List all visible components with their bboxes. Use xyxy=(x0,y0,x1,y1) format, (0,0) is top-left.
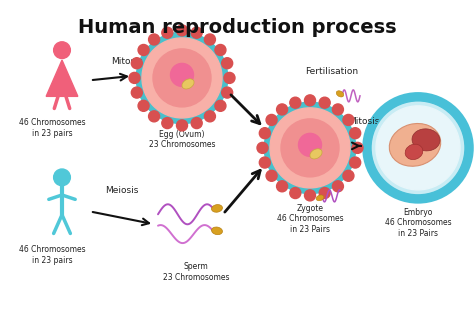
Circle shape xyxy=(304,95,316,106)
Circle shape xyxy=(376,106,460,190)
Circle shape xyxy=(259,128,270,139)
Text: Zygote
46 Chromosomes
in 23 Pairs: Zygote 46 Chromosomes in 23 Pairs xyxy=(277,204,343,234)
Circle shape xyxy=(137,33,227,123)
Ellipse shape xyxy=(316,195,324,201)
Circle shape xyxy=(222,87,233,98)
Ellipse shape xyxy=(412,129,440,151)
Circle shape xyxy=(365,95,471,201)
Circle shape xyxy=(257,142,268,153)
Circle shape xyxy=(222,58,233,69)
Circle shape xyxy=(191,27,202,38)
Circle shape xyxy=(138,100,149,111)
Polygon shape xyxy=(46,60,78,96)
Circle shape xyxy=(290,97,301,108)
Ellipse shape xyxy=(182,79,194,89)
Circle shape xyxy=(153,49,211,107)
Circle shape xyxy=(266,114,277,125)
Circle shape xyxy=(148,34,160,45)
Circle shape xyxy=(259,157,270,168)
Circle shape xyxy=(142,38,222,118)
Circle shape xyxy=(265,103,355,193)
Circle shape xyxy=(215,45,226,55)
Circle shape xyxy=(148,111,160,122)
Circle shape xyxy=(54,169,70,186)
Circle shape xyxy=(129,73,140,83)
Circle shape xyxy=(131,58,142,69)
Circle shape xyxy=(224,73,235,83)
Text: Fertilisation: Fertilisation xyxy=(305,67,358,76)
Circle shape xyxy=(343,170,354,181)
Circle shape xyxy=(350,128,361,139)
Circle shape xyxy=(350,157,361,168)
Circle shape xyxy=(138,45,149,55)
Text: Human reproduction process: Human reproduction process xyxy=(78,18,396,37)
Circle shape xyxy=(162,27,173,38)
Text: Embryo
46 Chromosomes
in 23 Pairs: Embryo 46 Chromosomes in 23 Pairs xyxy=(385,208,451,238)
Text: Sperm
23 Chromosomes: Sperm 23 Chromosomes xyxy=(163,262,229,282)
Circle shape xyxy=(270,108,350,188)
Circle shape xyxy=(352,142,363,153)
Circle shape xyxy=(277,181,288,192)
Ellipse shape xyxy=(389,123,441,166)
Circle shape xyxy=(215,100,226,111)
Ellipse shape xyxy=(211,227,222,235)
Circle shape xyxy=(171,63,193,86)
Text: 46 Chromosomes
in 23 pairs: 46 Chromosomes in 23 pairs xyxy=(18,245,85,265)
Circle shape xyxy=(176,25,188,36)
Ellipse shape xyxy=(310,149,322,159)
Text: 46 Chromosomes
in 23 pairs: 46 Chromosomes in 23 pairs xyxy=(18,118,85,138)
Circle shape xyxy=(162,118,173,128)
Circle shape xyxy=(319,188,330,198)
Circle shape xyxy=(343,114,354,125)
Ellipse shape xyxy=(405,144,423,160)
Circle shape xyxy=(371,101,465,195)
Circle shape xyxy=(299,133,321,156)
Circle shape xyxy=(176,120,188,131)
Circle shape xyxy=(281,119,339,177)
Circle shape xyxy=(131,87,142,98)
Circle shape xyxy=(277,104,288,115)
Circle shape xyxy=(204,111,215,122)
Circle shape xyxy=(290,188,301,198)
Text: Egg (Ovum)
23 Chromosomes: Egg (Ovum) 23 Chromosomes xyxy=(149,130,215,149)
Circle shape xyxy=(332,181,344,192)
Ellipse shape xyxy=(336,91,344,97)
Circle shape xyxy=(204,34,215,45)
Circle shape xyxy=(332,104,344,115)
Text: Mitosis: Mitosis xyxy=(348,117,380,126)
Text: Mitosis: Mitosis xyxy=(111,57,143,66)
Text: Meiosis: Meiosis xyxy=(105,186,139,196)
Ellipse shape xyxy=(211,204,222,212)
Circle shape xyxy=(304,190,316,201)
Circle shape xyxy=(191,118,202,128)
Circle shape xyxy=(54,42,70,59)
Circle shape xyxy=(266,170,277,181)
Circle shape xyxy=(319,97,330,108)
